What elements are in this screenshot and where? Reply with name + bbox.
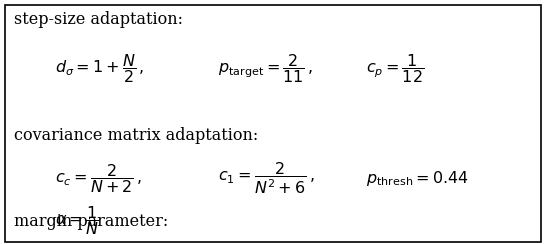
Text: $c_{1} = \dfrac{2}{N^{2}+6}\,,$: $c_{1} = \dfrac{2}{N^{2}+6}\,,$ <box>218 160 315 196</box>
Text: $d_{\sigma} = 1 + \dfrac{N}{2}\,,$: $d_{\sigma} = 1 + \dfrac{N}{2}\,,$ <box>55 52 144 85</box>
Text: $c_{p} = \dfrac{1}{12}$: $c_{p} = \dfrac{1}{12}$ <box>366 52 424 85</box>
Text: $p_{\mathrm{target}} = \dfrac{2}{11}\,,$: $p_{\mathrm{target}} = \dfrac{2}{11}\,,$ <box>218 52 313 85</box>
Text: step-size adaptation:: step-size adaptation: <box>14 11 183 28</box>
Text: margin parameter:: margin parameter: <box>14 214 168 231</box>
Text: $c_{c} = \dfrac{2}{N+2}\,,$: $c_{c} = \dfrac{2}{N+2}\,,$ <box>55 162 141 195</box>
Text: $\alpha = \dfrac{1}{N}$: $\alpha = \dfrac{1}{N}$ <box>55 204 99 237</box>
Text: $p_{\mathrm{thresh}} = 0.44$: $p_{\mathrm{thresh}} = 0.44$ <box>366 169 468 188</box>
Text: covariance matrix adaptation:: covariance matrix adaptation: <box>14 127 258 144</box>
